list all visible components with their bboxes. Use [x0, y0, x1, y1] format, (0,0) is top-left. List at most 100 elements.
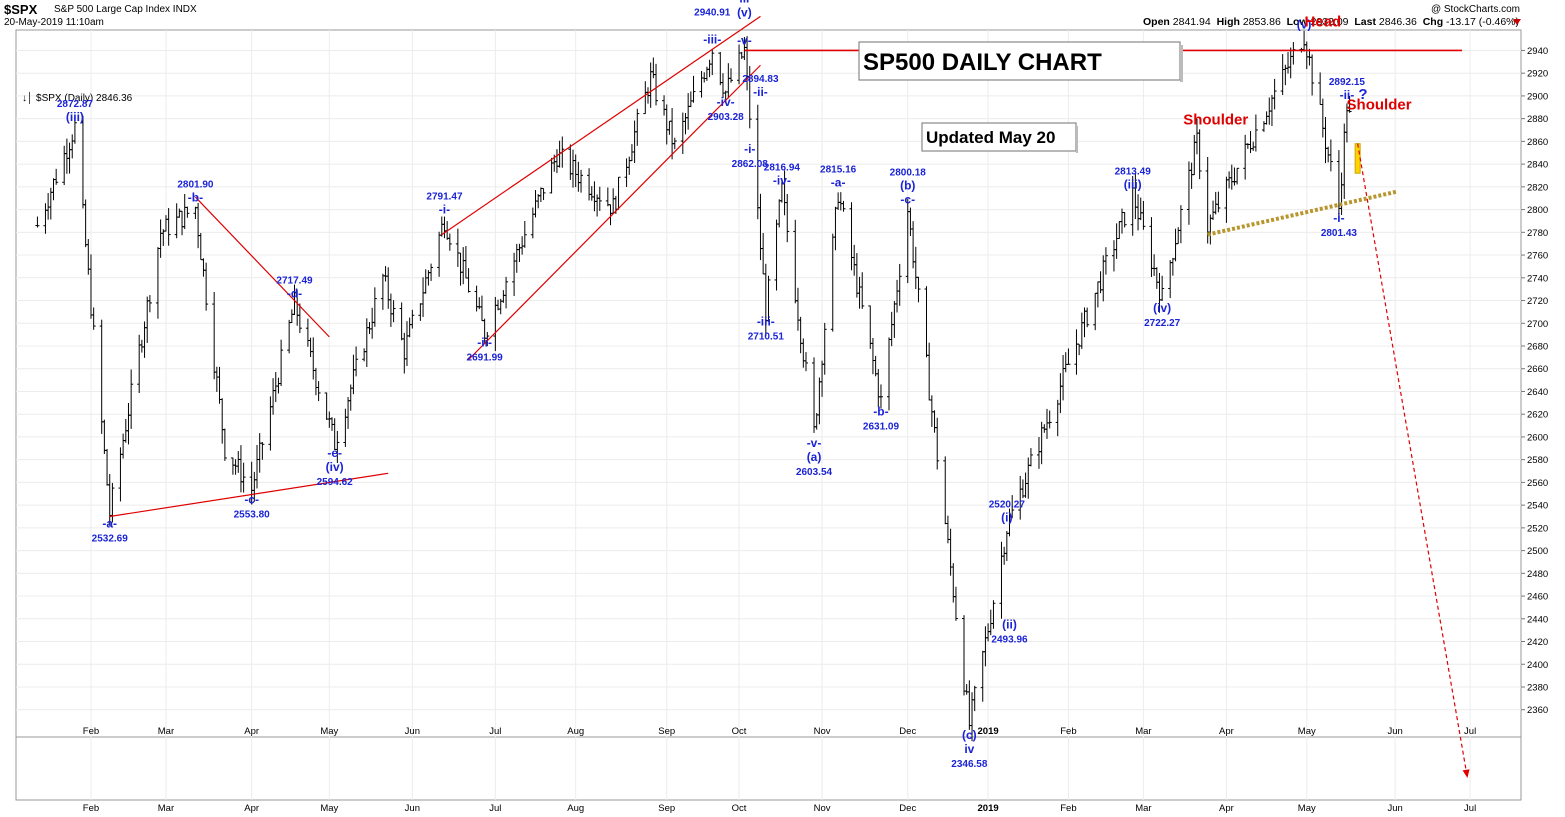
low-label: Low — [1286, 16, 1308, 28]
ohlc-bar — [447, 233, 452, 251]
ohlc-bar — [841, 200, 846, 212]
y-tick-label: 2400 — [1527, 660, 1548, 671]
price-label: 2691.99 — [467, 352, 504, 363]
ohlc-bar — [316, 381, 321, 402]
open-label: Open — [1143, 16, 1170, 28]
wave-label: -ii- — [477, 335, 492, 349]
y-tick-label: 2500 — [1527, 546, 1548, 557]
y-tick-label: 2840 — [1527, 160, 1548, 171]
price-label: 2872.87 — [57, 99, 94, 110]
y-tick-label: 2540 — [1527, 501, 1548, 512]
ohlc-bars — [35, 30, 1352, 742]
price-label: 2791.47 — [426, 191, 463, 202]
price-label: 2940.91 — [694, 7, 731, 18]
chart-title: SP500 DAILY CHART — [863, 49, 1102, 76]
x-tick-label: Mar — [158, 726, 174, 737]
ohlc-bar — [803, 352, 808, 372]
y-tick-label: 2800 — [1527, 205, 1548, 216]
neckline-line — [1207, 189, 1399, 237]
price-label: 2800.18 — [890, 167, 927, 178]
x-tick-label: Aug — [567, 803, 584, 814]
ohlc-bar — [297, 303, 302, 334]
wave-label: -b- — [873, 405, 888, 419]
title-shadow — [1180, 45, 1183, 82]
open-value: 2841.94 — [1172, 16, 1211, 28]
y-tick-label: 2560 — [1527, 478, 1548, 489]
ohlc-bar — [1328, 139, 1333, 172]
ohlc-bar — [1347, 96, 1352, 113]
x-tick-label: Jun — [1387, 726, 1402, 737]
ohlc-bar — [1141, 200, 1146, 230]
ohlc-bar — [1310, 54, 1315, 96]
y-tick-label: 2780 — [1527, 228, 1548, 239]
ohlc-bar — [897, 263, 902, 306]
wave-label: iv — [964, 742, 974, 756]
ohlc-bar — [485, 331, 490, 347]
price-label: 2813.49 — [1115, 166, 1152, 177]
x-tick-label: May — [320, 726, 338, 737]
pattern-label: Head — [1304, 14, 1341, 31]
y-tick-label: 2640 — [1527, 387, 1548, 398]
ohlc-bar — [1160, 275, 1165, 301]
y-tick-label: 2600 — [1527, 432, 1548, 443]
triangle-upper-line — [194, 196, 330, 338]
ticker-symbol: $SPX — [4, 2, 38, 17]
x-tick-label: Feb — [1060, 803, 1076, 814]
x-tick-label: Feb — [1060, 726, 1076, 737]
x-tick-label: Mar — [1135, 726, 1151, 737]
price-label: 2717.49 — [276, 275, 313, 286]
x-tick-label: Sep — [658, 726, 675, 737]
projection-line — [1357, 143, 1469, 779]
x-tick-label: Nov — [814, 726, 831, 737]
projection-arrowhead — [1462, 769, 1470, 778]
y-tick-label: 2660 — [1527, 364, 1548, 375]
x-tick-label: Aug — [567, 726, 584, 737]
x-tick-label: Jun — [1387, 803, 1402, 814]
price-label: 2520.27 — [989, 500, 1026, 511]
ohlc-bar — [1066, 348, 1071, 365]
x-tick-label: Oct — [732, 803, 747, 814]
wave-label: (iv) — [326, 460, 344, 474]
ohlc-bar — [1010, 495, 1015, 519]
ohlc-readout: Open 2841.94 High 2853.86 Low 2832.09 La… — [1143, 16, 1519, 28]
ohlc-bar — [222, 428, 227, 461]
ohlc-bar — [522, 220, 527, 248]
x-tick-label: Feb — [83, 803, 99, 814]
ohlc-bar — [35, 216, 40, 228]
wave-label: -ii- — [1340, 88, 1355, 102]
y-tick-label: 2920 — [1527, 69, 1548, 80]
price-label: 2862.08 — [732, 159, 769, 170]
x-tick-label: Sep — [658, 803, 675, 814]
price-label: 2801.43 — [1321, 228, 1358, 239]
current-bar-highlight — [1354, 143, 1361, 174]
ohlc-bar — [766, 275, 771, 322]
x-tick-label: Apr — [1219, 803, 1234, 814]
ohlc-bar — [991, 600, 996, 629]
ohlc-bar — [241, 462, 246, 493]
wave-label: iii — [739, 0, 749, 6]
wave-label: (iv) — [1153, 301, 1171, 315]
ohlc-bar — [878, 384, 883, 409]
y-tick-label: 2820 — [1527, 182, 1548, 193]
y-tick-label: 2480 — [1527, 569, 1548, 580]
ohlc-bar — [91, 307, 96, 330]
ohlc-bar — [822, 322, 827, 375]
ohlc-bar — [710, 49, 715, 76]
price-label: 2710.51 — [748, 331, 785, 342]
y-tick-label: 2460 — [1527, 592, 1548, 603]
ohlc-bar — [691, 75, 696, 103]
ohlc-bar — [354, 346, 359, 377]
x-tick-label: Dec — [899, 803, 916, 814]
wave-label: (b) — [900, 178, 915, 192]
wave-label: -iii- — [703, 32, 721, 46]
high-value: 2853.86 — [1242, 16, 1281, 28]
copyright: @ StockCharts.com — [1430, 4, 1520, 15]
ticker-description: S&P 500 Large Cap Index INDX — [54, 4, 197, 15]
wave-label: -i- — [1333, 211, 1344, 225]
y-tick-label: 2720 — [1527, 296, 1548, 307]
ohlc-bar — [1122, 212, 1127, 228]
y-tick-label: 2900 — [1527, 91, 1548, 102]
y-tick-label: 2940 — [1527, 46, 1548, 57]
ohlc-bar — [72, 118, 77, 144]
price-label: 2493.96 — [991, 634, 1028, 645]
